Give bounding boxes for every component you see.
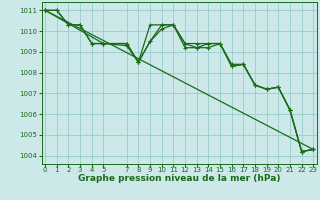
X-axis label: Graphe pression niveau de la mer (hPa): Graphe pression niveau de la mer (hPa): [78, 174, 280, 183]
